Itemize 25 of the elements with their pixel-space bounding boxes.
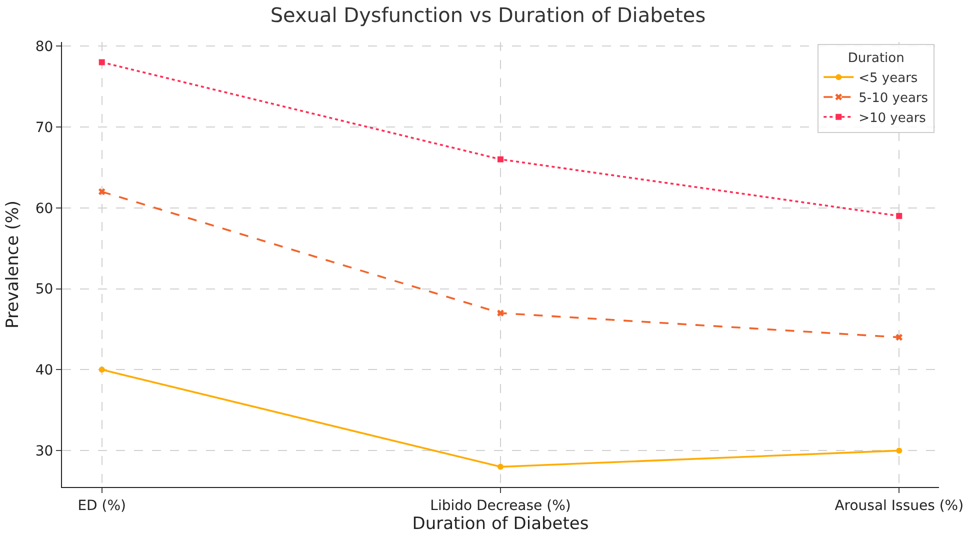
x-axis-title: Duration of Diabetes: [412, 514, 589, 534]
y-tick-label: 60: [35, 200, 54, 217]
point: [896, 448, 902, 454]
point: [896, 212, 902, 219]
legend-label: >10 years: [858, 110, 926, 126]
point: [498, 464, 504, 470]
y-tick-label: 70: [35, 120, 54, 136]
point: [98, 188, 106, 196]
legend-label: 5-10 years: [858, 91, 928, 106]
y-tick-label: 30: [35, 443, 54, 460]
y-tick-label: 50: [35, 282, 54, 298]
y-tick-label: 40: [35, 362, 54, 379]
legend-label: <5 years: [858, 71, 918, 86]
y-tick-label: 80: [35, 38, 54, 55]
legend-title: Duration: [848, 51, 904, 66]
x-tick-label: Libido Decrease (%): [430, 498, 571, 514]
point: [497, 310, 504, 316]
x-tick-label: Arousal Issues (%): [834, 498, 964, 514]
point: [896, 334, 903, 341]
point: [98, 366, 105, 373]
y-axis-title: Prevalence (%): [3, 200, 23, 329]
point: [498, 156, 504, 162]
x-tick-label: ED (%): [78, 498, 126, 514]
chart-title: Sexual Dysfunction vs Duration of Diabetes: [270, 3, 706, 28]
point: [98, 59, 105, 66]
